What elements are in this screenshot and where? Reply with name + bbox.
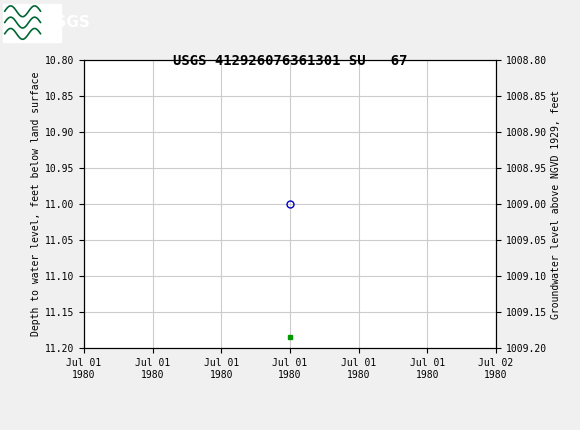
Legend: Period of approved data: Period of approved data — [193, 427, 387, 430]
Y-axis label: Depth to water level, feet below land surface: Depth to water level, feet below land su… — [31, 72, 41, 336]
Text: USGS 412926076361301 SU   67: USGS 412926076361301 SU 67 — [173, 54, 407, 68]
Text: USGS: USGS — [44, 15, 90, 30]
FancyBboxPatch shape — [3, 3, 61, 42]
Y-axis label: Groundwater level above NGVD 1929, feet: Groundwater level above NGVD 1929, feet — [551, 90, 561, 319]
